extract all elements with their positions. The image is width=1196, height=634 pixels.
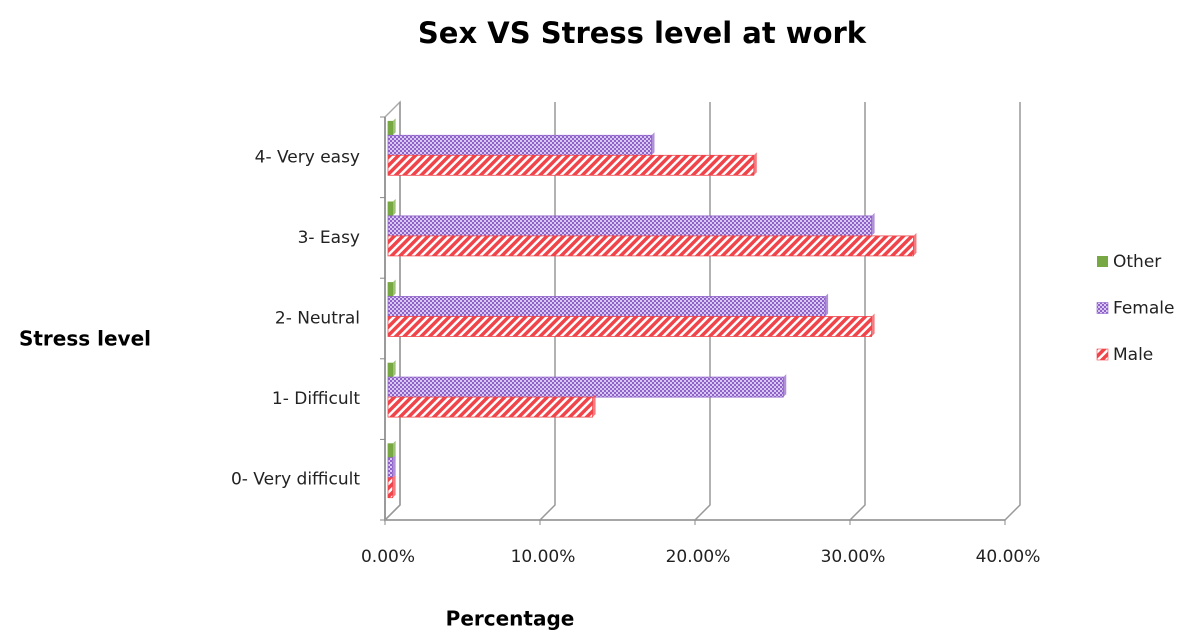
- x-tick-label: 40.00%: [976, 547, 1041, 567]
- y-tick-label: 3- Easy: [298, 228, 360, 248]
- legend-label: Other: [1113, 252, 1161, 272]
- bar: [387, 457, 394, 479]
- bar-side: [783, 374, 787, 398]
- legend-label: Male: [1113, 345, 1153, 365]
- bar-side: [392, 360, 396, 378]
- bar-side: [651, 132, 655, 156]
- bar: [387, 120, 394, 136]
- x-tick-label: 0.00%: [361, 547, 415, 567]
- legend-swatch: [1096, 348, 1109, 361]
- bar: [387, 477, 394, 499]
- bar-side: [825, 293, 829, 317]
- bar: [387, 316, 873, 337]
- bar: [387, 154, 755, 176]
- y-tick-label: 4- Very easy: [255, 147, 360, 167]
- legend-label: Female: [1113, 299, 1174, 319]
- y-axis-title: Stress level: [19, 327, 151, 351]
- y-tick-label: 1- Difficult: [272, 389, 360, 409]
- bar: [387, 296, 826, 317]
- x-tick-label: 20.00%: [666, 547, 731, 567]
- bar-side: [871, 212, 875, 236]
- bar-side: [871, 313, 875, 337]
- bar: [387, 362, 394, 378]
- bar-side: [392, 440, 396, 458]
- chart-title: Sex VS Stress level at work: [418, 16, 867, 50]
- bar: [387, 201, 394, 217]
- bar-side: [753, 152, 757, 176]
- bar-side: [913, 232, 917, 256]
- bar-side: [392, 474, 396, 498]
- bar: [387, 443, 394, 459]
- x-axis-title: Percentage: [446, 607, 575, 631]
- legend-swatch: [1096, 302, 1109, 314]
- bar: [387, 396, 594, 418]
- bar-side: [592, 394, 596, 418]
- bar-side: [392, 279, 396, 297]
- grid-line: [849, 102, 866, 521]
- x-tick-label: 10.00%: [511, 547, 576, 567]
- legend-swatch: [1097, 256, 1108, 267]
- bar: [387, 235, 914, 257]
- bar: [387, 282, 394, 297]
- y-tick-label: 0- Very difficult: [231, 470, 360, 490]
- bar: [387, 134, 652, 156]
- bar: [387, 376, 784, 398]
- bar: [387, 215, 873, 237]
- x-tick-label: 30.00%: [821, 547, 886, 567]
- bar-side: [392, 198, 396, 216]
- bar-side: [392, 118, 396, 136]
- y-tick-label: 2- Neutral: [275, 309, 360, 329]
- bar-side: [392, 454, 396, 478]
- grid-line: [1004, 102, 1021, 521]
